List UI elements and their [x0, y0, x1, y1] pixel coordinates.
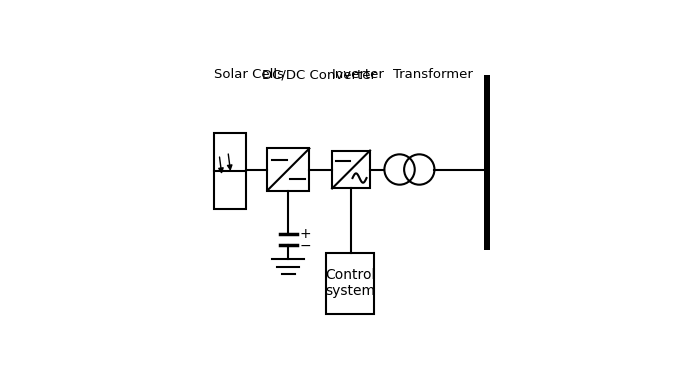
Bar — [326, 253, 375, 314]
Text: Transformer: Transformer — [393, 68, 473, 81]
Bar — [267, 149, 310, 191]
Bar — [332, 150, 370, 188]
Text: DC/DC Converter: DC/DC Converter — [262, 68, 376, 81]
Bar — [214, 133, 246, 209]
Text: +: + — [299, 227, 311, 241]
Text: Inverter: Inverter — [332, 68, 385, 81]
Text: −: − — [300, 238, 312, 252]
Bar — [484, 75, 490, 250]
Text: Solar Cells: Solar Cells — [214, 68, 284, 81]
Text: Control
system: Control system — [325, 268, 375, 298]
